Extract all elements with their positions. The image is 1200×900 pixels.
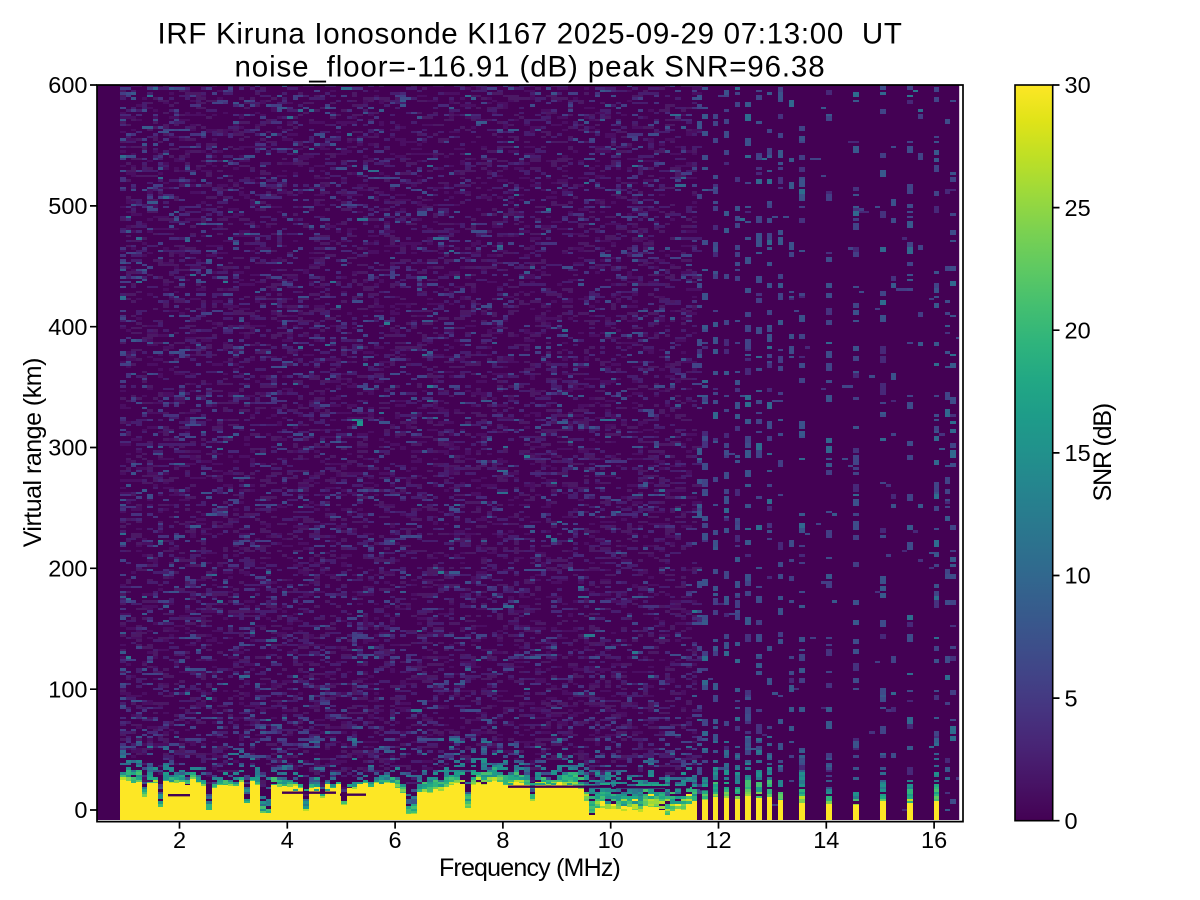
svg-text:30: 30 [1065, 72, 1091, 98]
svg-text:14: 14 [813, 827, 839, 853]
svg-text:0: 0 [1065, 808, 1078, 834]
svg-text:500: 500 [48, 193, 87, 219]
svg-text:6: 6 [389, 827, 402, 853]
svg-text:noise_floor=-116.91 (dB) peak: noise_floor=-116.91 (dB) peak SNR=96.38 [235, 51, 826, 84]
svg-text:12: 12 [705, 827, 731, 853]
svg-text:400: 400 [48, 314, 87, 340]
svg-text:200: 200 [48, 556, 87, 582]
svg-text:Frequency (MHz): Frequency (MHz) [439, 854, 620, 882]
svg-text:2: 2 [173, 827, 186, 853]
svg-text:300: 300 [48, 435, 87, 461]
svg-text:SNR (dB): SNR (dB) [1089, 404, 1117, 501]
svg-text:100: 100 [48, 676, 87, 702]
svg-text:10: 10 [1065, 563, 1091, 589]
svg-text:20: 20 [1065, 317, 1091, 343]
svg-text:8: 8 [496, 827, 509, 853]
svg-text:IRF Kiruna Ionosonde KI167 202: IRF Kiruna Ionosonde KI167 2025-09-29 07… [157, 18, 902, 51]
svg-text:0: 0 [74, 797, 87, 823]
svg-text:10: 10 [598, 827, 624, 853]
svg-text:16: 16 [921, 827, 947, 853]
svg-text:25: 25 [1065, 195, 1091, 221]
svg-text:Virtual range (km): Virtual range (km) [19, 358, 47, 547]
svg-text:4: 4 [281, 827, 294, 853]
svg-text:600: 600 [48, 72, 87, 98]
svg-text:15: 15 [1065, 440, 1091, 466]
svg-text:5: 5 [1065, 685, 1078, 711]
